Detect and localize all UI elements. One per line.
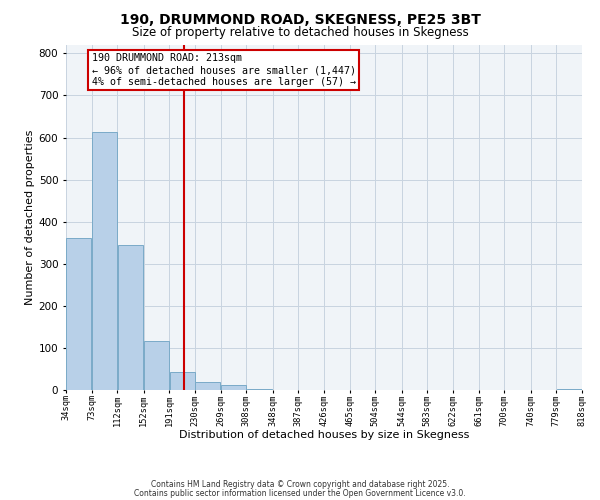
Bar: [170, 372, 194, 390]
Y-axis label: Number of detached properties: Number of detached properties: [25, 130, 35, 305]
Bar: [221, 385, 246, 390]
Text: Contains HM Land Registry data © Crown copyright and database right 2025.: Contains HM Land Registry data © Crown c…: [151, 480, 449, 489]
Bar: [92, 132, 117, 390]
Text: 190, DRUMMOND ROAD, SKEGNESS, PE25 3BT: 190, DRUMMOND ROAD, SKEGNESS, PE25 3BT: [119, 12, 481, 26]
X-axis label: Distribution of detached houses by size in Skegness: Distribution of detached houses by size …: [179, 430, 469, 440]
Text: Size of property relative to detached houses in Skegness: Size of property relative to detached ho…: [131, 26, 469, 39]
Text: 190 DRUMMOND ROAD: 213sqm
← 96% of detached houses are smaller (1,447)
4% of sem: 190 DRUMMOND ROAD: 213sqm ← 96% of detac…: [92, 54, 356, 86]
Text: Contains public sector information licensed under the Open Government Licence v3: Contains public sector information licen…: [134, 488, 466, 498]
Bar: [67, 238, 91, 390]
Bar: [144, 341, 169, 390]
Bar: [118, 246, 143, 390]
Bar: [247, 389, 272, 390]
Bar: [196, 382, 220, 390]
Bar: [557, 389, 581, 390]
